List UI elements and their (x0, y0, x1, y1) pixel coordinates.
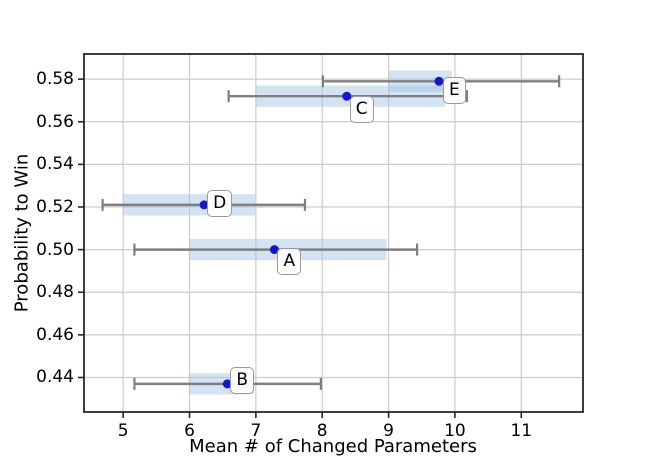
x-tick-label-5: 5 (117, 421, 129, 441)
point-label-E: E (443, 77, 466, 105)
point-label-D: D (207, 189, 233, 217)
y-tick-label-0.46: 0.46 (36, 324, 74, 345)
y-tick-label-0.48: 0.48 (36, 282, 74, 303)
y-axis-label: Probability to Win (11, 153, 33, 313)
x-tick-label-10: 10 (444, 421, 466, 441)
y-tick-label-0.56: 0.56 (36, 111, 74, 132)
point-dot-B (222, 379, 232, 389)
point-dot-D (199, 200, 209, 210)
y-tick-label-0.54: 0.54 (36, 154, 74, 175)
x-tick-label-8: 8 (316, 421, 328, 441)
point-label-A: A (277, 247, 302, 275)
plot-frame (83, 53, 584, 413)
point-dot-C (342, 91, 352, 101)
y-tick-label-0.50: 0.50 (36, 239, 74, 260)
x-tick-label-6: 6 (184, 421, 195, 441)
point-dot-A (269, 245, 279, 255)
x-axis-label: Mean # of Changed Parameters (189, 436, 477, 457)
point-label-C: C (349, 96, 374, 124)
x-tick-label-9: 9 (383, 421, 394, 441)
y-tick-label-0.44: 0.44 (36, 367, 74, 388)
y-tick-label-0.52: 0.52 (36, 197, 74, 217)
point-dot-E (434, 76, 444, 86)
x-tick-label-7: 7 (250, 421, 262, 441)
point-label-B: B (230, 366, 254, 394)
y-tick-label-0.58: 0.58 (36, 69, 74, 90)
x-tick-label-11: 11 (510, 421, 533, 441)
